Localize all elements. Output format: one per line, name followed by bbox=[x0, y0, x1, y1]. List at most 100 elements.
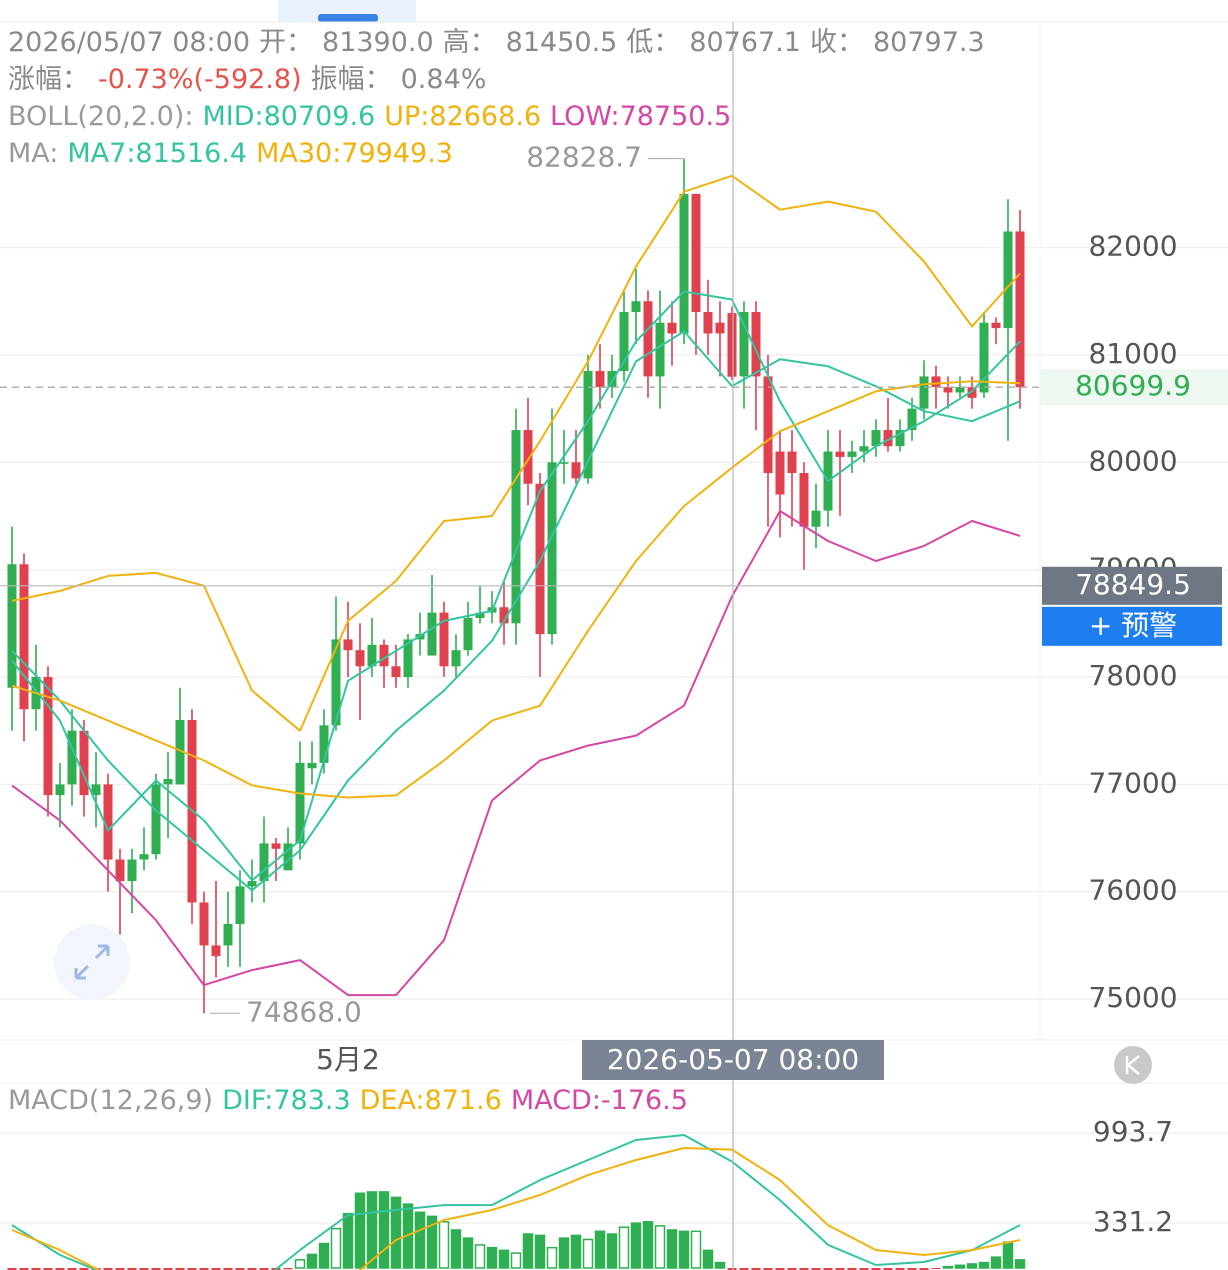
candle-body bbox=[451, 650, 461, 667]
candle-body bbox=[607, 371, 617, 388]
candle-body bbox=[703, 311, 713, 334]
macd-bar bbox=[630, 1222, 642, 1269]
macd-bar bbox=[55, 1268, 65, 1270]
macd-bar bbox=[414, 1211, 426, 1269]
macd-bar bbox=[558, 1237, 570, 1269]
candle-body bbox=[643, 301, 653, 377]
macd-bar bbox=[259, 1268, 269, 1270]
macd-bar bbox=[763, 1268, 773, 1270]
expand-button[interactable] bbox=[54, 924, 130, 1000]
y-tick-label: 993.7 bbox=[1093, 1115, 1173, 1148]
info-row: 涨幅： -0.73%(-592.8) 振幅： 0.84% bbox=[8, 64, 486, 95]
macd-bar bbox=[115, 1268, 125, 1270]
candle-body bbox=[523, 430, 533, 484]
alert-button[interactable] bbox=[1042, 606, 1222, 646]
info-text: 开： bbox=[259, 27, 313, 58]
last-price-box bbox=[1040, 369, 1228, 406]
candle-body bbox=[979, 322, 989, 393]
macd-bar bbox=[498, 1249, 510, 1269]
macd-bar bbox=[847, 1268, 857, 1270]
top-tab-indicator bbox=[318, 14, 378, 22]
candle-body bbox=[355, 650, 365, 667]
info-text: 高： bbox=[443, 27, 497, 58]
candle-body bbox=[775, 451, 785, 495]
macd-bar bbox=[187, 1268, 197, 1270]
candle-body bbox=[715, 322, 725, 334]
macd-bar bbox=[462, 1237, 474, 1269]
macd-bar bbox=[151, 1268, 161, 1270]
macd-bar bbox=[799, 1268, 809, 1270]
candle-body bbox=[931, 376, 941, 388]
macd-bar bbox=[378, 1191, 390, 1269]
macd-legend-text: DEA:871.6 bbox=[360, 1085, 502, 1116]
macd-bar bbox=[546, 1246, 558, 1269]
candle-body bbox=[151, 784, 161, 855]
candle-body bbox=[271, 843, 281, 849]
candle-body bbox=[727, 313, 737, 377]
macd-bar bbox=[990, 1256, 1002, 1269]
candle-body bbox=[739, 311, 749, 377]
macd-bar bbox=[199, 1268, 209, 1270]
candle-body bbox=[331, 639, 341, 726]
info-text: MA7:81516.4 bbox=[67, 138, 247, 169]
candle-body bbox=[391, 666, 401, 678]
info-text: MID:80709.6 bbox=[202, 101, 375, 132]
info-text: 81390.0 bbox=[322, 27, 434, 58]
macd-bar bbox=[163, 1268, 173, 1270]
top-tab[interactable] bbox=[278, 0, 416, 22]
candle-body bbox=[907, 408, 917, 431]
candle-body bbox=[475, 612, 485, 618]
macd-bar bbox=[19, 1268, 29, 1270]
candle-body bbox=[847, 451, 857, 457]
macd-bar bbox=[775, 1268, 785, 1270]
macd-bar bbox=[594, 1230, 606, 1269]
candle-body bbox=[403, 639, 413, 678]
candle-body bbox=[679, 193, 689, 334]
candle-body bbox=[343, 639, 353, 651]
candle-body bbox=[763, 376, 773, 474]
candle-body bbox=[787, 451, 797, 474]
macd-bar bbox=[127, 1268, 137, 1270]
macd-bar bbox=[942, 1265, 954, 1269]
crosshair-price-label: 78849.5 bbox=[1075, 568, 1191, 601]
macd-bar bbox=[978, 1261, 990, 1269]
info-text: 80797.3 bbox=[873, 27, 985, 58]
macd-bar bbox=[666, 1229, 678, 1269]
y-tick-label: 76000 bbox=[1088, 874, 1177, 907]
max-label: 82828.7 bbox=[526, 141, 642, 174]
macd-bar bbox=[618, 1226, 630, 1269]
info-text: 低： bbox=[626, 27, 680, 58]
candle-body bbox=[859, 446, 869, 452]
candle-body bbox=[175, 719, 185, 785]
candle-body bbox=[559, 462, 569, 464]
macd-bar bbox=[318, 1242, 330, 1269]
candle-body bbox=[1003, 231, 1013, 329]
candle-body bbox=[751, 311, 761, 377]
indicator-line bbox=[11, 330, 1021, 892]
candle-body bbox=[79, 730, 89, 796]
macd-bar bbox=[450, 1229, 462, 1269]
y-tick-label: 80000 bbox=[1088, 444, 1177, 477]
macd-bar bbox=[139, 1268, 149, 1270]
candle-body bbox=[499, 607, 509, 624]
k-button[interactable] bbox=[1114, 1046, 1152, 1084]
macd-bar bbox=[175, 1268, 185, 1270]
macd-bar bbox=[31, 1268, 41, 1270]
candle-body bbox=[919, 376, 929, 409]
y-tick-label: 77000 bbox=[1088, 766, 1177, 799]
macd-legend-text: DIF:783.3 bbox=[222, 1085, 351, 1116]
y-tick-label: 82000 bbox=[1088, 230, 1177, 263]
info-text: -0.73%(-592.8) bbox=[98, 64, 302, 95]
info-text: BOLL(20,2.0): bbox=[8, 101, 193, 132]
macd-bar bbox=[642, 1221, 654, 1269]
candle-body bbox=[943, 387, 953, 393]
macd-bar bbox=[7, 1268, 17, 1270]
candle-body bbox=[835, 451, 845, 457]
candle-body bbox=[691, 193, 701, 312]
crosshair-time-label: 2026-05-07 08:00 bbox=[607, 1043, 859, 1076]
candle-body bbox=[511, 430, 521, 624]
macd-bar bbox=[606, 1233, 618, 1269]
macd-bar bbox=[787, 1268, 797, 1270]
overlay-layer: 2026/05/07 08:00 开： 81390.0 高： 81450.5 低： 8076… bbox=[0, 27, 1228, 1116]
macd-bar bbox=[727, 1268, 737, 1270]
